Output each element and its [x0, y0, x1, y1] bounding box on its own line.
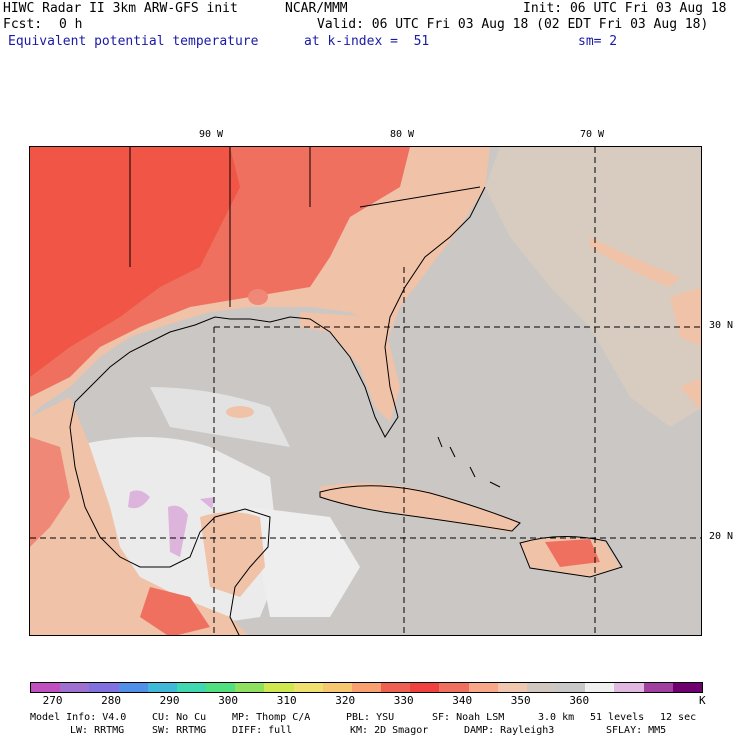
lat-tick-30n: 30 N	[709, 320, 734, 331]
lon-tick-70w: 70 W	[580, 129, 605, 140]
colorbar-label: 280	[101, 694, 122, 707]
footer-km: KM: 2D Smagor	[350, 725, 429, 736]
theta-e-map	[29, 146, 702, 636]
colorbar-label: 310	[276, 694, 297, 707]
colorbar-swatch	[468, 683, 498, 692]
colorbar-swatch	[118, 683, 148, 692]
hispaniola-coast	[519, 536, 623, 578]
org-label: NCAR/MMM	[285, 1, 348, 16]
footer-levels: 51 levels	[590, 712, 645, 723]
us-land-hot	[30, 147, 240, 377]
lat-lon-grid	[30, 147, 701, 635]
atlantic-patch-2	[680, 377, 701, 410]
colorbar-swatch	[89, 683, 119, 692]
state-borders	[129, 147, 481, 307]
footer-mp: MP: Thomp C/A	[232, 712, 311, 723]
colorbar	[30, 682, 703, 693]
lat-tick-20n: 20 N	[709, 531, 734, 542]
footer-sf: SF: Noah LSM	[432, 712, 505, 723]
field-name: Equivalent potential temperature	[8, 34, 259, 49]
colorbar-swatch	[614, 683, 644, 692]
colorbar-label: K	[699, 694, 706, 707]
smooth-label: sm= 2	[578, 34, 618, 49]
yucatan-land	[200, 512, 265, 597]
colorbar-swatch	[410, 683, 440, 692]
colorbar-label: 320	[335, 694, 356, 707]
colorbar-swatch	[147, 683, 177, 692]
mexico-warm	[30, 437, 70, 547]
footer-lw: LW: RRTMG	[70, 725, 125, 736]
lavender-patch-1	[128, 490, 150, 509]
valid-time: Valid: 06 UTC Fri 03 Aug 18 (02 EDT Fri …	[317, 17, 709, 32]
colorbar-label: 330	[393, 694, 414, 707]
footer-sflay: SFLAY: MM5	[606, 725, 667, 736]
atlantic-patch	[670, 287, 701, 347]
colorbar-swatch	[235, 683, 265, 692]
lavender-patch-3	[200, 497, 215, 509]
colorbar-swatch	[585, 683, 615, 692]
colorbar-swatch	[60, 683, 90, 692]
colorbar-swatch	[672, 683, 702, 692]
colorbar-swatch	[526, 683, 557, 692]
footer-damp: DAMP: Rayleigh3	[464, 725, 555, 736]
map-canvas	[30, 147, 701, 635]
fcst-label: Fcst:	[3, 17, 43, 32]
cuba-coast	[319, 485, 521, 532]
colorbar-swatch	[322, 683, 352, 692]
colorbar-swatch	[643, 683, 673, 692]
level-label: at k-index = 51	[304, 34, 430, 49]
colorbar-label: 300	[218, 694, 239, 707]
coastlines	[69, 147, 623, 635]
gulf-light-band	[150, 387, 290, 447]
florida-land	[300, 312, 400, 422]
footer-model-info: Model Info: V4.0	[30, 712, 127, 723]
colorbar-swatch	[556, 683, 586, 692]
footer-pbl: PBL: YSU	[346, 712, 395, 723]
colorbar-label: 350	[510, 694, 531, 707]
colorbar-swatch	[206, 683, 236, 692]
colorbar-swatch	[176, 683, 207, 692]
bahamas-coast	[437, 436, 501, 488]
init-time: Init: 06 UTC Fri 03 Aug 18	[523, 1, 727, 16]
mexico-land	[30, 397, 248, 635]
fcst-value: 0 h	[59, 17, 83, 32]
footer-diff: DIFF: full	[232, 725, 293, 736]
lavender-patch-2	[168, 505, 188, 557]
colorbar-swatch	[351, 683, 382, 692]
louisiana-warm-spot	[248, 289, 268, 305]
colorbar-label: 270	[42, 694, 63, 707]
colorbar-swatch	[31, 683, 61, 692]
colorbar-swatch	[264, 683, 294, 692]
caribbean-light	[250, 507, 360, 617]
colorbar-swatch	[497, 683, 527, 692]
model-title: HIWC Radar II 3km ARW-GFS init	[3, 1, 238, 16]
cuba-land	[320, 483, 520, 532]
colorbar-label: 290	[159, 694, 180, 707]
footer-sw: SW: RRTMG	[152, 725, 207, 736]
atlantic-band	[590, 237, 680, 287]
footer-timestep: 12 sec	[660, 712, 697, 723]
atlantic-warm-region	[485, 147, 701, 427]
footer-cu: CU: No Cu	[152, 712, 207, 723]
colorbar-swatch	[439, 683, 469, 692]
colorbar-label: 340	[452, 694, 473, 707]
lon-tick-90w: 90 W	[199, 129, 224, 140]
central-america-warm	[140, 587, 210, 635]
footer-res: 3.0 km	[538, 712, 575, 723]
colorbar-label: 360	[569, 694, 590, 707]
colorbar-swatch	[381, 683, 411, 692]
colorbar-swatch	[293, 683, 323, 692]
hispaniola-warm	[545, 539, 600, 567]
lon-tick-80w: 80 W	[390, 129, 415, 140]
gulf-warm-spot	[226, 406, 254, 418]
mainland-coast	[69, 186, 486, 635]
